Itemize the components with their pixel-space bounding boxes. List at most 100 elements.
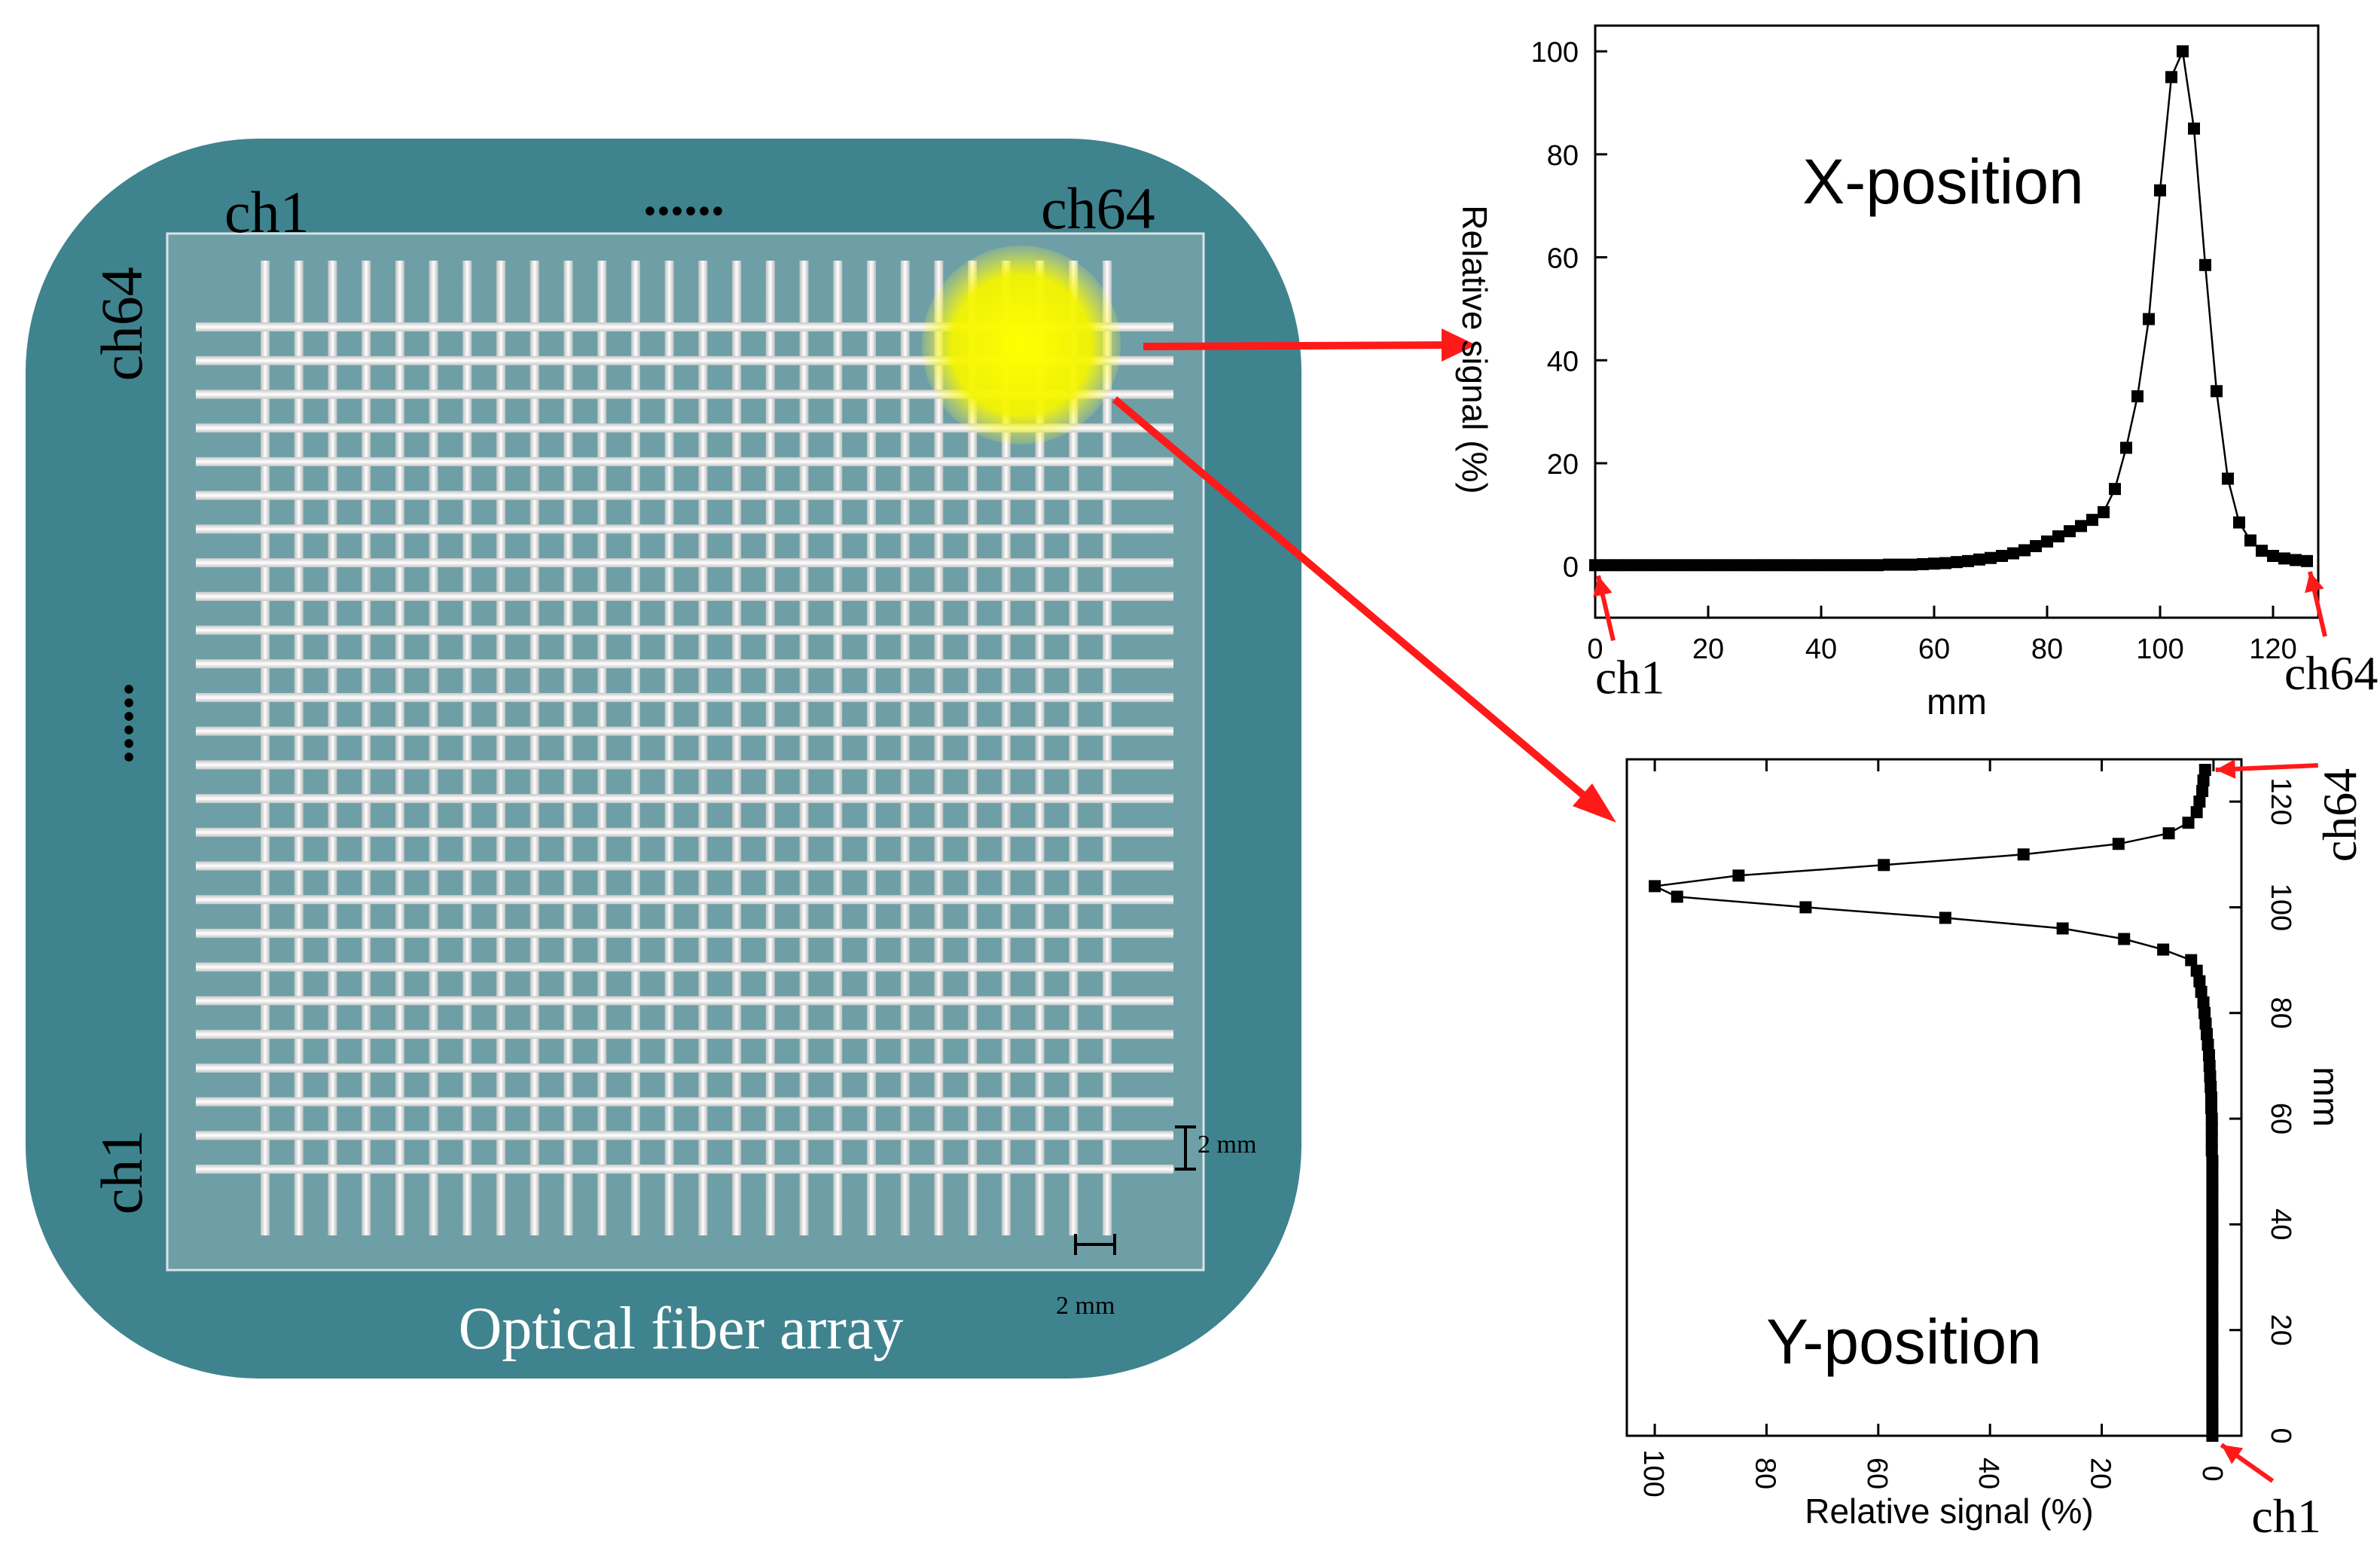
vertical-fiber: [664, 261, 674, 1235]
vertical-fiber: [261, 261, 270, 1235]
vertical-fiber: [529, 261, 539, 1235]
x-chart-x-tick-label: 20: [1692, 634, 1724, 665]
x-chart-point: [2018, 544, 2031, 557]
x-chart-callout-arrow-head: [2305, 571, 2324, 594]
horizontal-fibers: [196, 322, 1173, 1174]
y-chart-point: [2206, 1260, 2219, 1273]
y-chart-point: [2206, 1229, 2219, 1241]
x-chart-y-tick-label: 80: [1547, 140, 1579, 172]
y-chart-point: [2204, 1070, 2217, 1082]
top-dots: ......: [643, 166, 725, 227]
horizontal-fiber: [196, 692, 1173, 702]
horizontal-fiber: [196, 827, 1173, 837]
x-chart-callout-label: ch64: [2284, 646, 2378, 700]
x-chart-x-axis: 0 20 40 60 80 100 120: [1587, 606, 2297, 665]
x-chart-point: [1939, 557, 1951, 569]
x-chart-annotation: X-position: [1802, 146, 2084, 217]
y-chart-point: [1939, 911, 1951, 924]
y-chart-point: [2206, 1281, 2219, 1294]
x-chart-point: [2064, 525, 2076, 538]
x-chart-point: [2041, 535, 2053, 548]
y-chart-point: [2205, 1092, 2217, 1104]
horizontal-fiber: [196, 895, 1173, 905]
y-chart-point: [2112, 838, 2125, 850]
y-chart-point: [2206, 1387, 2219, 1400]
y-chart-x-tick-label: 40: [1973, 1458, 2004, 1489]
pitch-bracket-horizontal: [1074, 1234, 1116, 1255]
x-chart-point: [1951, 556, 1963, 569]
arrow-head-y: [1573, 783, 1616, 823]
x-chart-point: [1883, 558, 1895, 571]
y-chart-point: [2206, 1165, 2219, 1178]
vertical-fiber: [833, 261, 843, 1235]
x-chart-point: [2278, 552, 2290, 565]
y-chart-point: [2198, 764, 2211, 777]
panel-title: Optical fiber array: [459, 1296, 904, 1362]
x-chart-x-tick-label: 80: [2031, 634, 2063, 665]
x-chart-point: [1725, 559, 1737, 572]
top-ch64-label: ch64: [1041, 176, 1155, 241]
vertical-fiber: [429, 261, 438, 1235]
y-chart-point: [1649, 880, 1661, 893]
vertical-fiber: [630, 261, 640, 1235]
x-chart-point: [1849, 559, 1861, 572]
y-chart-y-tick-label: 100: [2265, 884, 2296, 931]
y-chart-callout-label: ch1: [2251, 1489, 2320, 1543]
y-chart-point: [2196, 785, 2209, 798]
y-chart-point: [2206, 1176, 2219, 1189]
vertical-fiber: [294, 261, 304, 1235]
y-chart-y-tick-label: 20: [2265, 1314, 2296, 1346]
vertical-fibers: [261, 261, 1112, 1235]
y-chart-point: [2182, 817, 2195, 829]
y-chart-point: [2206, 1397, 2219, 1410]
x-chart-y-tick-label: 60: [1547, 243, 1579, 275]
arrow-to-x-chart: [1143, 341, 1448, 350]
x-chart-point: [1973, 553, 1985, 566]
horizontal-fiber: [196, 591, 1173, 601]
y-chart-callout-label: ch64: [2313, 768, 2366, 862]
x-chart-point: [2199, 258, 2211, 271]
x-chart-point: [1894, 558, 1906, 571]
vertical-fiber: [1069, 261, 1079, 1235]
y-chart-x-tick-label: 60: [1861, 1458, 1893, 1489]
y-chart-point: [2206, 1324, 2219, 1336]
x-chart-point: [1668, 559, 1680, 572]
x-chart-point: [1702, 559, 1714, 572]
x-chart-callout-label: ch1: [1595, 650, 1664, 704]
y-chart-point: [2162, 827, 2175, 840]
x-chart-point: [1736, 559, 1748, 572]
y-chart-point: [2206, 1197, 2219, 1210]
horizontal-fiber: [196, 423, 1173, 433]
vertical-fiber: [732, 261, 742, 1235]
y-chart-ylabel: mm: [2305, 1067, 2345, 1127]
y-chart-point: [2205, 1102, 2217, 1115]
y-chart-point: [1732, 869, 1745, 882]
arrow-to-y-chart: [1112, 396, 1592, 803]
y-chart-point: [2190, 964, 2203, 977]
x-chart-point: [2233, 516, 2245, 529]
horizontal-fiber: [196, 1131, 1173, 1140]
x-chart-callouts: ch1 ch64: [1593, 571, 2378, 704]
x-chart-point: [2177, 45, 2189, 58]
vertical-fiber: [462, 261, 472, 1235]
y-chart-point: [2206, 1345, 2219, 1357]
left-ch1-label: ch1: [89, 1130, 154, 1215]
vertical-fiber: [866, 261, 876, 1235]
arrow-head-x: [1442, 328, 1476, 362]
horizontal-fiber: [196, 726, 1173, 736]
y-chart-point: [2206, 1302, 2219, 1315]
x-chart-frame: [1594, 24, 2320, 619]
y-chart-point: [2195, 985, 2208, 998]
horizontal-fiber: [196, 760, 1173, 770]
y-chart-point: [2206, 1218, 2219, 1231]
top-ch1-label: ch1: [224, 179, 310, 245]
x-chart-point: [2086, 514, 2098, 527]
horizontal-fiber: [196, 928, 1173, 938]
vertical-fiber: [799, 261, 809, 1235]
horizontal-fiber: [196, 558, 1173, 568]
y-chart-point: [2206, 1430, 2219, 1442]
y-chart-point: [2205, 1080, 2217, 1093]
y-chart-point: [2206, 1250, 2219, 1263]
x-chart-point: [1680, 559, 1692, 572]
vertical-fiber: [496, 261, 506, 1235]
